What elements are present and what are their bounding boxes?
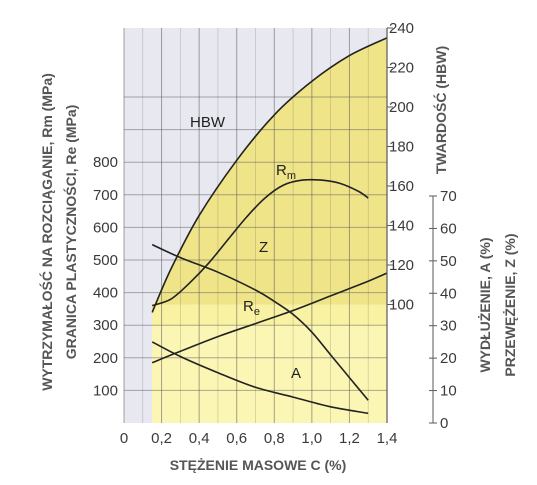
series-label-rm-sub: m [287, 170, 296, 182]
percent-tick-label: 0 [440, 415, 448, 432]
hardness-tick-label: 100 [389, 297, 414, 314]
hardness-tick-label: 140 [389, 218, 414, 235]
series-line-re [151, 272, 388, 364]
x-tick-label: 1,2 [339, 430, 360, 447]
series-line-z [151, 243, 369, 401]
hardness-tick-label: 240 [389, 20, 414, 37]
hardness-axis-title: TWARDOŚĆ (HBW) [432, 46, 449, 174]
x-tick-label: 0,6 [226, 430, 247, 447]
left-tick-label: 700 [93, 187, 118, 204]
left-tick-label: 300 [93, 317, 118, 334]
hardness-tick-label: 120 [389, 257, 414, 274]
x-tick-label: 0,4 [189, 430, 210, 447]
hardness-tick-label: 180 [389, 139, 414, 156]
left-axis-title-1: WYTRZYMAŁOŚĆ NA ROZCIĄGANIE, Rm (MPa) [38, 73, 55, 391]
percent-tick-label: 50 [440, 253, 457, 270]
strength-region-light [152, 325, 387, 423]
hardness-tick-label: 200 [389, 99, 414, 116]
left-tick-label: 500 [93, 252, 118, 269]
percent-tick-label: 60 [440, 220, 457, 237]
percent-tick-label: 40 [440, 285, 457, 302]
series-line-rm [151, 178, 369, 307]
left-tick-label: 600 [93, 219, 118, 236]
series-label-rm: Rm [276, 162, 296, 182]
left-tick-label: 400 [93, 285, 118, 302]
percent-tick-label: 10 [440, 383, 457, 400]
series-label-re: Re [243, 298, 260, 318]
x-tick-label: 0,8 [264, 430, 285, 447]
series-label-re-main: R [243, 298, 254, 315]
series-label-z: Z [259, 239, 268, 256]
left-tick-label: 100 [93, 382, 118, 399]
x-tick-label: 1,0 [301, 430, 322, 447]
x-tick-label: 1,4 [377, 430, 398, 447]
left-tick-label: 800 [93, 154, 118, 171]
x-axis-title: STĘŻENIE MASOWE C (%) [170, 457, 347, 473]
series-label-rm-main: R [276, 162, 287, 179]
hardness-tick-label: 220 [389, 60, 414, 77]
x-tick-label: 0 [120, 430, 128, 447]
series-line-a [151, 341, 369, 415]
left-axis-title-2: GRANICA PLASTYCZNOŚCI, Re (MPa) [62, 105, 79, 360]
x-tick-label: 0,2 [151, 430, 172, 447]
series-label-re-sub: e [254, 306, 260, 318]
percent-axis-title-2: PRZEWĘŻENIE, Z (%) [502, 233, 518, 376]
percent-tick-label: 20 [440, 350, 457, 367]
series-label-a: A [291, 365, 301, 382]
percent-axis-title-1: WYDŁUŻENIE, A (%) [477, 237, 493, 372]
percent-tick-label: 70 [440, 188, 457, 205]
series-line-hbw [151, 37, 388, 313]
series-label-hbw: HBW [190, 114, 226, 131]
percent-tick-label: 30 [440, 318, 457, 335]
hardness-tick-label: 160 [389, 178, 414, 195]
left-tick-label: 200 [93, 350, 118, 367]
